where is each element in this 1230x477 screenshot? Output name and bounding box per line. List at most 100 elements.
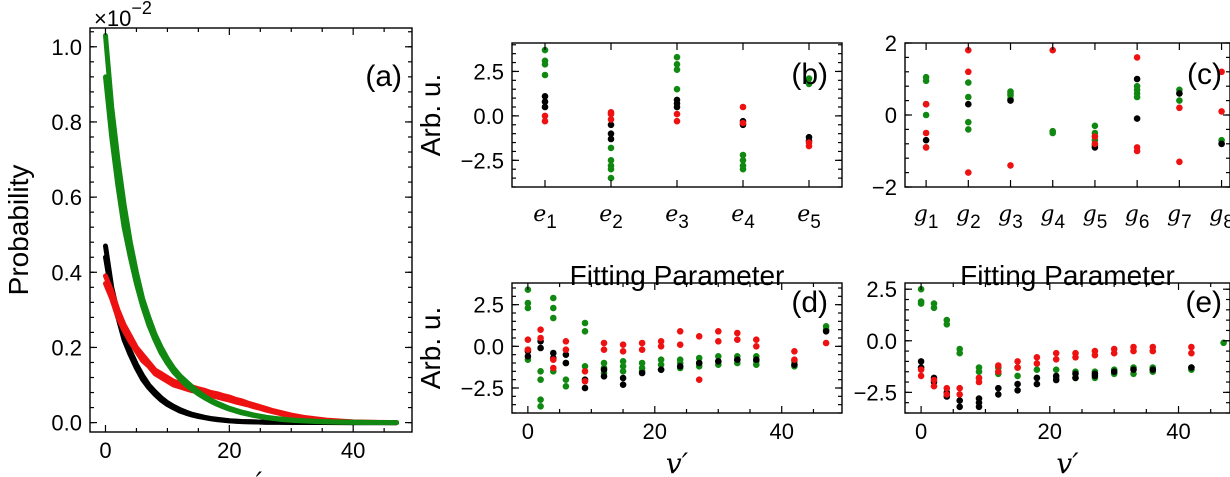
x-axis-title: Fitting Parameter (960, 260, 1175, 291)
y-tick-label: 2.5 (473, 59, 504, 84)
data-point (673, 117, 681, 125)
data-point (943, 391, 951, 398)
data-point (1052, 366, 1060, 374)
data-point (537, 368, 544, 375)
data-point (1188, 364, 1195, 371)
data-point (822, 328, 830, 335)
data-point (619, 358, 627, 365)
data-point (930, 304, 938, 312)
data-point (695, 354, 703, 362)
data-point (581, 384, 589, 392)
data-point (1091, 140, 1099, 148)
data-point (975, 403, 983, 411)
data-point (975, 368, 983, 376)
panel-b: e1 e2 e3 e4 e5 −2.5 0.0 2.5 (b) Fitting Parameter… (415, 42, 843, 291)
data-point (600, 346, 608, 354)
data-point (1110, 349, 1118, 357)
data-point (922, 136, 930, 144)
data-point (695, 376, 703, 384)
data-point (734, 329, 741, 337)
data-point (1007, 162, 1014, 169)
data-point (607, 121, 615, 129)
data-point (1149, 366, 1157, 374)
y-tick-label: 0.2 (51, 335, 82, 360)
data-point (607, 130, 615, 137)
panel-e: 0 20 40 −2.5 0.0 2.5 (e) v′ (854, 277, 1230, 477)
x-tick-label: e5 (797, 202, 821, 233)
data-point (739, 103, 747, 111)
y-tick-label: 0 (885, 103, 897, 128)
x-tick-label: 0 (915, 419, 927, 444)
data-point (1176, 97, 1183, 104)
data-point (1091, 351, 1099, 359)
data-point (1149, 347, 1157, 355)
x-tick-label: e4 (731, 202, 755, 233)
data-point (619, 381, 627, 389)
data-point (917, 372, 925, 380)
data-point (541, 93, 549, 100)
data-point (1049, 46, 1056, 54)
data-point (537, 334, 544, 342)
data-point (715, 358, 722, 365)
data-point (676, 341, 684, 349)
data-point (638, 346, 646, 354)
data-point (922, 129, 930, 137)
x-tick-label: g1 (914, 202, 939, 233)
y-tick-label: 2.5 (473, 293, 504, 318)
data-point (1218, 140, 1225, 148)
data-point (541, 71, 549, 79)
data-point (791, 356, 798, 364)
data-point (537, 403, 544, 410)
x-tick-label: e1 (533, 202, 557, 233)
data-point (524, 336, 532, 344)
data-point (657, 343, 665, 350)
data-point (1052, 356, 1060, 363)
data-point (1052, 349, 1060, 357)
data-point (965, 79, 972, 86)
data-point (607, 165, 615, 173)
x-tick-label: 0 (99, 438, 111, 463)
data-point (1072, 374, 1079, 382)
data-point (1188, 343, 1195, 351)
panel-c: g1 g2 g3 g4 g5 g6 g7 g8 −2 0 2 (c) Fitting Parameter (872, 31, 1230, 291)
data-point (1033, 354, 1041, 361)
data-point (676, 328, 684, 335)
data-point (1133, 115, 1141, 122)
data-point (607, 116, 615, 123)
y-axis-title: Probability (3, 165, 34, 296)
data-point (956, 397, 963, 404)
data-point (1049, 129, 1056, 137)
data-point (619, 368, 627, 375)
data-point (524, 299, 532, 307)
data-point (956, 349, 963, 357)
data-point (1110, 368, 1118, 376)
data-point (922, 77, 930, 85)
data-point (1033, 366, 1041, 374)
data-point (715, 353, 722, 360)
data-point (600, 366, 608, 374)
data-point (965, 118, 972, 126)
data-point (1072, 354, 1079, 361)
data-point (607, 157, 615, 164)
data-point (1014, 372, 1021, 380)
y-axis-title: Arb. u. (415, 74, 446, 156)
data-point (638, 359, 646, 367)
axes-frame-e (904, 282, 1230, 414)
data-point (600, 373, 608, 380)
y-axis-title: Arb. u. (415, 307, 446, 389)
data-point (1014, 364, 1021, 371)
panel-a: 0 20 40 0.0 0.2 0.4 0.6 0.8 1.0 (a) v′ Probability ×… (3, 0, 413, 477)
data-point (695, 333, 703, 340)
x-tick-label: 0 (522, 419, 534, 444)
data-point (930, 376, 938, 384)
data-point (541, 46, 549, 54)
data-point (541, 112, 549, 120)
y-tick-label: 0.0 (51, 411, 82, 436)
data-point (673, 103, 681, 111)
series-line-black-0 (103, 243, 399, 426)
data-point (922, 100, 930, 108)
data-point (541, 103, 549, 111)
data-point (956, 403, 963, 411)
data-point (562, 359, 570, 367)
